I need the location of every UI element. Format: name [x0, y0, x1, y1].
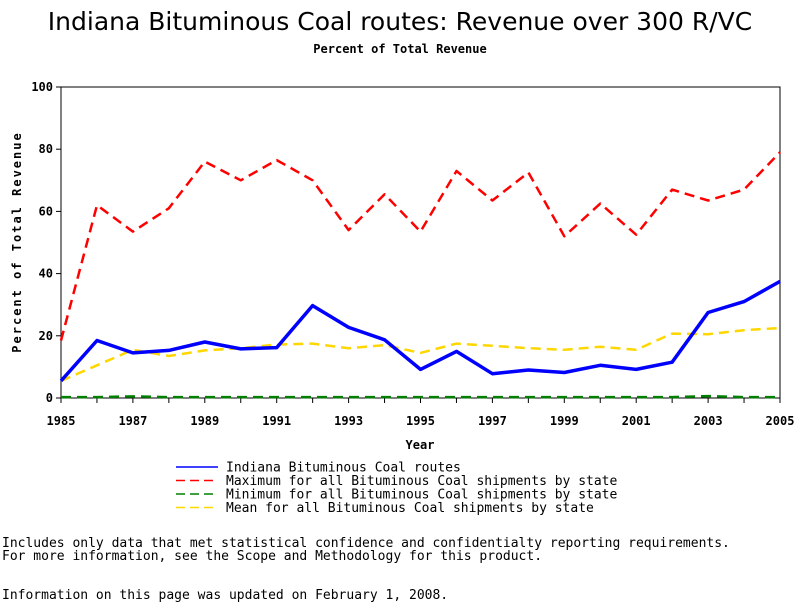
y-tick-label: 20: [39, 329, 53, 343]
x-tick-label: 2001: [622, 414, 651, 428]
y-axis-label: Percent of Total Revenue: [10, 131, 24, 352]
x-tick-label: 1999: [550, 414, 579, 428]
x-tick-label: 1995: [406, 414, 435, 428]
x-tick-label: 1985: [47, 414, 76, 428]
footnote-methodology: For more information, see the Scope and …: [2, 549, 543, 564]
y-axis: 0 20 40 60 80 100: [31, 80, 61, 405]
x-axis-label: Year: [406, 438, 435, 452]
series-line-mean: [60, 326, 781, 383]
x-axis: 1985 1987 1989 1991 1993 1995 1997 1999 2001 2003…: [47, 398, 795, 428]
series-line-min: [61, 394, 780, 399]
legend-label: Maximum for all Bituminous Coal shipment…: [226, 474, 618, 489]
footnote-updated: Information on this page was updated on …: [2, 588, 449, 603]
footnote-confidence: Includes only data that met statistical …: [2, 536, 730, 551]
x-tick-label: 1997: [478, 414, 507, 428]
x-tick-label: 2005: [766, 414, 795, 428]
chart-title: Indiana Bituminous Coal routes: Revenue …: [48, 7, 752, 36]
x-tick-label: 1987: [118, 414, 147, 428]
y-tick-label: 40: [39, 267, 53, 281]
x-tick-label: 1993: [334, 414, 363, 428]
series-line-indiana: [59, 279, 781, 383]
legend-label: Minimum for all Bituminous Coal shipment…: [226, 488, 618, 503]
y-tick-label: 60: [39, 204, 53, 218]
y-tick-label: 100: [31, 80, 53, 94]
chart-subtitle: Percent of Total Revenue: [313, 42, 486, 56]
y-tick-label: 80: [39, 142, 53, 156]
x-tick-label: 2003: [694, 414, 723, 428]
series-lines: [59, 151, 781, 399]
x-tick-label: 1991: [262, 414, 291, 428]
y-tick-label: 0: [46, 391, 53, 405]
legend-label: Indiana Bituminous Coal routes: [226, 461, 461, 476]
series-line-max: [59, 151, 781, 341]
x-tick-label: 1989: [190, 414, 219, 428]
legend-label: Mean for all Bituminous Coal shipments b…: [226, 501, 594, 516]
